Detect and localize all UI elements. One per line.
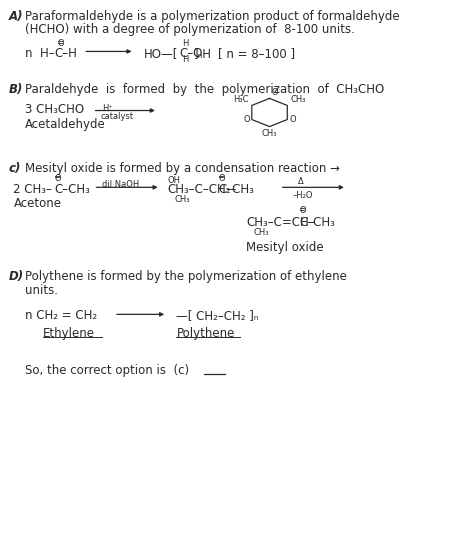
Text: —[ CH₂–CH₂ ]ₙ: —[ CH₂–CH₂ ]ₙ <box>176 310 259 323</box>
Text: Acetaldehyde: Acetaldehyde <box>25 118 105 131</box>
Text: So, the correct option is  (c): So, the correct option is (c) <box>25 364 189 377</box>
Text: c): c) <box>9 162 21 175</box>
Text: n CH₂ = CH₂: n CH₂ = CH₂ <box>25 310 97 323</box>
Text: Ethylene: Ethylene <box>43 327 95 340</box>
Text: C–O: C–O <box>179 47 202 60</box>
Text: CH₃: CH₃ <box>174 195 190 204</box>
Text: –H₂O: –H₂O <box>293 191 313 200</box>
Text: OH: OH <box>167 175 180 185</box>
Text: C–H: C–H <box>55 47 77 60</box>
Text: ]ₙH: ]ₙH <box>194 47 212 60</box>
Text: O: O <box>289 115 296 124</box>
Text: CH₃–C=CH–: CH₃–C=CH– <box>246 216 315 229</box>
Text: O: O <box>299 206 306 215</box>
Text: O: O <box>219 173 225 183</box>
Text: Polythene: Polythene <box>176 327 235 340</box>
Text: H: H <box>182 56 188 64</box>
Text: dil NaOH: dil NaOH <box>102 180 139 190</box>
Text: CH₃: CH₃ <box>262 129 277 137</box>
Text: H⁺: H⁺ <box>102 104 113 113</box>
Text: O: O <box>243 115 250 124</box>
Text: HO—[: HO—[ <box>144 47 178 60</box>
Text: Polythene is formed by the polymerization of ethylene: Polythene is formed by the polymerizatio… <box>25 270 346 283</box>
Text: C–CH₃: C–CH₃ <box>219 183 254 196</box>
Text: A): A) <box>9 10 23 23</box>
Text: Δ: Δ <box>298 178 303 186</box>
Text: (HCHO) with a degree of polymerization of  8-100 units.: (HCHO) with a degree of polymerization o… <box>25 23 355 36</box>
Text: Acetone: Acetone <box>13 197 62 210</box>
Text: C–CH₃: C–CH₃ <box>55 183 91 196</box>
Text: CH₃: CH₃ <box>254 228 269 237</box>
Text: 3 CH₃CHO: 3 CH₃CHO <box>25 102 84 116</box>
Text: Paraldehyde  is  formed  by  the  polymerization  of  CH₃CHO: Paraldehyde is formed by the polymerizat… <box>25 83 384 96</box>
Text: B): B) <box>9 83 23 96</box>
Text: H: H <box>182 39 188 47</box>
Text: n  H–: n H– <box>25 47 55 60</box>
Text: D): D) <box>9 270 24 283</box>
Text: units.: units. <box>25 284 58 297</box>
Text: CH₃: CH₃ <box>290 95 306 105</box>
Text: Paraformaldehyde is a polymerization product of formaldehyde: Paraformaldehyde is a polymerization pro… <box>25 10 399 23</box>
Text: 2 CH₃–: 2 CH₃– <box>13 183 52 196</box>
Text: O: O <box>272 88 278 98</box>
Text: catalyst: catalyst <box>100 112 133 122</box>
Text: O: O <box>55 173 61 183</box>
Text: CH₃–C–CH₂–: CH₃–C–CH₂– <box>167 183 237 196</box>
Text: O: O <box>57 39 64 47</box>
Text: Mesityl oxide is formed by a condensation reaction →: Mesityl oxide is formed by a condensatio… <box>25 162 340 175</box>
Text: C–CH₃: C–CH₃ <box>299 216 335 229</box>
Text: Mesityl oxide: Mesityl oxide <box>246 241 324 255</box>
Text: H₃C: H₃C <box>234 95 249 105</box>
Text: [ n = 8–100 ]: [ n = 8–100 ] <box>219 47 295 60</box>
